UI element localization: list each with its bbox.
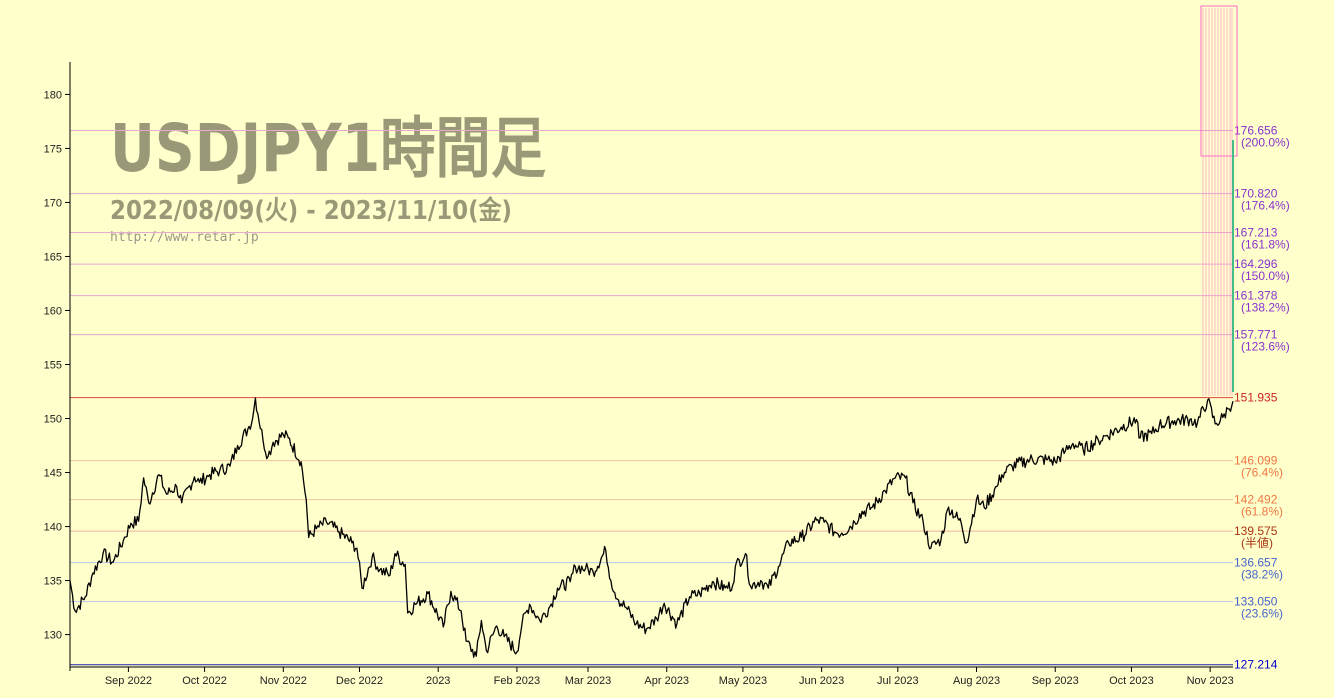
level-value-label: 161.378 [1234,289,1278,303]
level-value-label: 136.657 [1234,556,1278,570]
level-value-label: 139.575 [1234,524,1278,538]
level-value-label: 133.050 [1234,595,1278,609]
y-tick-label: 170 [44,197,62,209]
x-tick-label: Jul 2023 [877,675,919,687]
level-value-label: 151.935 [1234,391,1278,405]
y-tick-label: 155 [44,360,62,372]
y-tick-label: 135 [44,576,62,588]
y-tick-label: 175 [44,143,62,155]
level-value-label: 157.771 [1234,328,1278,342]
x-tick-label: Sep 2022 [105,675,152,687]
x-tick-label: Jun 2023 [799,675,844,687]
x-tick-label: Aug 2023 [953,675,1000,687]
price-line [69,397,1234,658]
price-series [69,397,1234,658]
axes: 130 135 140 145 150 155 160 165 170 175 180 Sep 202… [44,62,1234,687]
y-tick-label: 165 [44,251,62,263]
level-value-label: 167.213 [1234,226,1278,240]
x-tick-label: Feb 2023 [494,675,540,687]
y-tick-label: 150 [44,414,62,426]
x-tick-label: May 2023 [719,675,767,687]
level-percent-label: (76.4%) [1241,466,1283,480]
y-tick-label: 160 [44,305,62,317]
x-tick-label: 2023 [426,675,450,687]
level-percent-label: (176.4%) [1241,199,1290,213]
time-marker-label-cluster [1200,5,1238,157]
level-value-label: 164.296 [1234,257,1278,271]
level-percent-label: (161.8%) [1241,238,1290,252]
y-tick-label: 140 [44,522,62,534]
y-tick-label: 145 [44,468,62,480]
source-url: http://www.retar.jp [110,230,259,245]
level-value-label: 176.656 [1234,124,1278,138]
level-percent-label: (38.2%) [1241,568,1283,582]
level-percent-label: (200.0%) [1241,136,1290,150]
level-percent-label: (123.6%) [1241,340,1290,354]
y-tick-label: 130 [44,630,62,642]
level-value-label: 127.214 [1234,658,1278,672]
level-value-label: 142.492 [1234,493,1278,507]
level-value-label: 146.099 [1234,454,1278,468]
x-tick-label: Apr 2023 [644,675,689,687]
y-tick-label: 180 [44,89,62,101]
level-percent-label: (23.6%) [1241,607,1283,621]
level-percent-label: (150.0%) [1241,269,1290,283]
level-percent-label: (138.2%) [1241,301,1290,315]
x-tick-label: Dec 2022 [336,675,383,687]
time-marker-lines [1200,5,1238,396]
fibonacci-levels: 176.656(200.0%) 170.820(176.4%) 167.213(16… [70,124,1290,672]
x-tick-label: Nov 2022 [260,675,307,687]
x-tick-label: Oct 2022 [182,675,227,687]
chart-subtitle: 2022/08/09(火) - 2023/11/10(金) [110,195,512,226]
level-value-label: 170.820 [1234,187,1278,201]
x-tick-label: Oct 2023 [1109,675,1154,687]
chart-title: USDJPY1時間足 [110,110,546,187]
level-percent-label: (半値) [1241,535,1273,550]
x-tick-label: Nov 2023 [1187,675,1234,687]
x-tick-label: Mar 2023 [565,675,611,687]
level-percent-label: (61.8%) [1241,505,1283,519]
x-tick-label: Sep 2023 [1032,675,1079,687]
